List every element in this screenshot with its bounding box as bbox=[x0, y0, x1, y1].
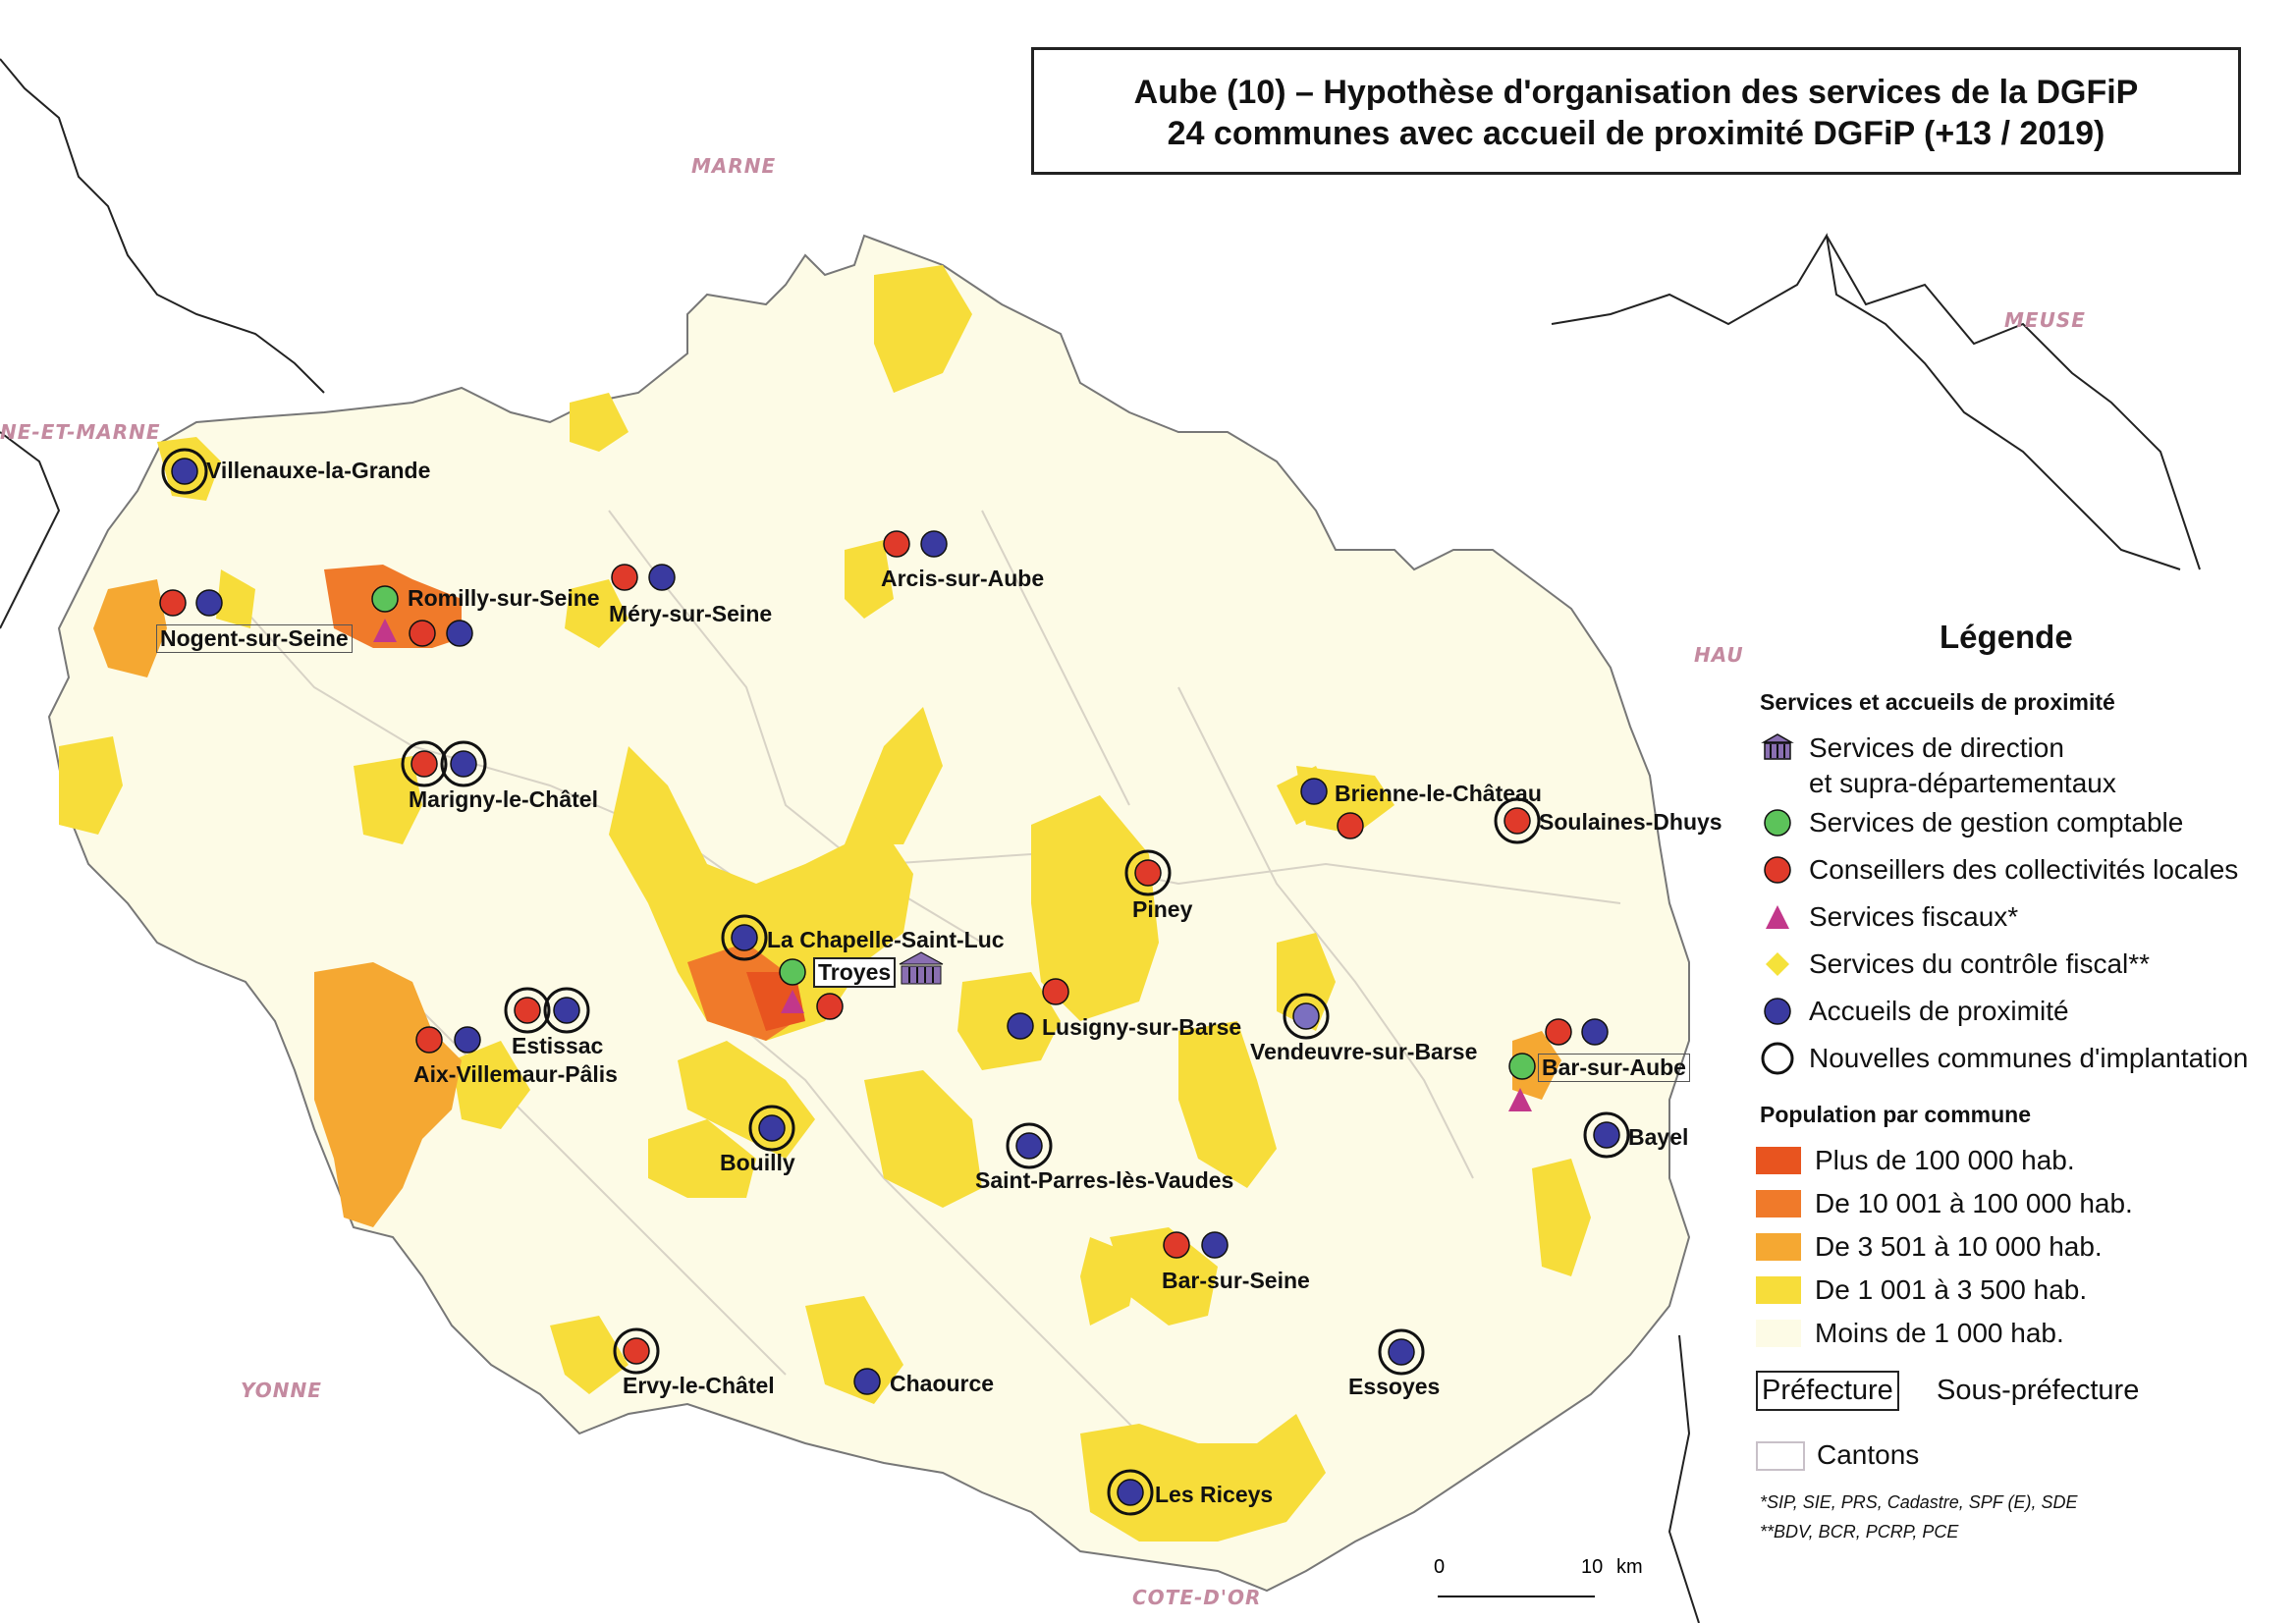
legend-direction-line1: Services de direction bbox=[1809, 732, 2064, 763]
legend-note-1: *SIP, SIE, PRS, Cadastre, SPF (E), SDE bbox=[1760, 1492, 2078, 1512]
fiscaux-icon bbox=[1766, 905, 1789, 929]
neighbor-yonne: YONNE bbox=[241, 1379, 322, 1402]
commune-label-estissac: Estissac bbox=[512, 1033, 604, 1058]
neighbor-marne: MARNE bbox=[691, 154, 777, 178]
commune-label-ervy: Ervy-le-Châtel bbox=[623, 1373, 775, 1398]
title-line-1: Aube (10) – Hypothèse d'organisation des… bbox=[1133, 74, 2139, 111]
legend-title: Légende bbox=[1940, 619, 2073, 655]
legend-pop-4: De 1 001 à 3 500 hab. bbox=[1815, 1274, 2088, 1305]
commune-label-brienne: Brienne-le-Château bbox=[1335, 781, 1542, 806]
legend-pop-3: De 3 501 à 10 000 hab. bbox=[1815, 1231, 2103, 1262]
commune-label-vendeuvre: Vendeuvre-sur-Barse bbox=[1250, 1039, 1478, 1064]
neighbor-cote-dor: COTE-D'OR bbox=[1132, 1586, 1262, 1609]
legend-nouvelles: Nouvelles communes d'implantation bbox=[1809, 1043, 2249, 1073]
commune-label-bar-sur-aube: Bar-sur-Aube bbox=[1538, 1054, 1690, 1082]
swatch-pop-2 bbox=[1756, 1190, 1801, 1217]
neighbor-haute-marne: HAU bbox=[1694, 643, 1744, 667]
scale-end: 10 bbox=[1581, 1556, 1604, 1578]
pop-zones-over-100000 bbox=[746, 972, 805, 1031]
swatch-pop-1 bbox=[1756, 1147, 1801, 1174]
commune-label-la-chapelle: La Chapelle-Saint-Luc bbox=[767, 927, 1005, 952]
controle-icon bbox=[1766, 952, 1789, 976]
swatch-pop-4 bbox=[1756, 1276, 1801, 1304]
map-title: Aube (10) – Hypothèse d'organisation des… bbox=[1031, 47, 2241, 175]
scale-start: 0 bbox=[1434, 1556, 1446, 1578]
commune-label-bayel: Bayel bbox=[1628, 1124, 1689, 1150]
legend-pop-1: Plus de 100 000 hab. bbox=[1815, 1145, 2075, 1175]
legend-fiscaux: Services fiscaux* bbox=[1809, 901, 2019, 932]
commune-label-chaource: Chaource bbox=[890, 1371, 995, 1396]
legend-note-2: **BDV, BCR, PCRP, PCE bbox=[1760, 1522, 1959, 1542]
swatch-pop-5 bbox=[1756, 1320, 1801, 1347]
legend-prefecture: Préfecture bbox=[1756, 1371, 1899, 1411]
scale-unit: km bbox=[1616, 1556, 1643, 1578]
commune-label-nogent: Nogent-sur-Seine bbox=[156, 624, 353, 653]
gestion-icon bbox=[1764, 809, 1791, 837]
legend-gestion: Services de gestion comptable bbox=[1809, 807, 2184, 838]
nouvelles-icon bbox=[1761, 1042, 1794, 1075]
legend-controle: Services du contrôle fiscal** bbox=[1809, 948, 2151, 979]
commune-label-saint-parres: Saint-Parres-lès-Vaudes bbox=[975, 1167, 1234, 1193]
scale-line bbox=[1438, 1596, 1595, 1597]
commune-label-arcis: Arcis-sur-Aube bbox=[881, 566, 1045, 591]
conseillers-icon bbox=[1764, 856, 1791, 884]
direction-icon bbox=[1761, 733, 1794, 760]
legend-direction-line2: et supra-départementaux bbox=[1809, 768, 2116, 798]
legend-pop-2: De 10 001 à 100 000 hab. bbox=[1815, 1188, 2133, 1218]
troyes-direction-icon bbox=[899, 951, 944, 985]
neighbor-boundaries bbox=[0, 58, 2201, 1623]
legend-cantons: Cantons bbox=[1817, 1439, 1920, 1470]
legend-accueils: Accueils de proximité bbox=[1809, 996, 2069, 1026]
legend-conseillers: Conseillers des collectivités locales bbox=[1809, 854, 2239, 885]
neighbor-seine-et-marne: NE-ET-MARNE bbox=[0, 420, 161, 444]
title-line-2: 24 communes avec accueil de proximité DG… bbox=[1167, 115, 2105, 152]
accueils-icon bbox=[1764, 998, 1791, 1025]
commune-label-bar-sur-seine: Bar-sur-Seine bbox=[1162, 1268, 1310, 1293]
commune-label-villenauxe: Villenauxe-la-Grande bbox=[206, 458, 431, 483]
commune-label-essoyes: Essoyes bbox=[1348, 1374, 1441, 1399]
commune-label-aix: Aix-Villemaur-Pâlis bbox=[413, 1061, 618, 1087]
commune-label-troyes: Troyes bbox=[813, 957, 897, 988]
legend-population-heading: Population par commune bbox=[1760, 1102, 2032, 1127]
legend-services-heading: Services et accueils de proximité bbox=[1760, 689, 2115, 715]
legend-sous-prefecture: Sous-préfecture bbox=[1937, 1375, 2140, 1406]
markers bbox=[159, 448, 1630, 1516]
legend-pop-5: Moins de 1 000 hab. bbox=[1815, 1318, 2064, 1348]
commune-label-lusigny: Lusigny-sur-Barse bbox=[1042, 1014, 1242, 1040]
commune-label-mery: Méry-sur-Seine bbox=[609, 601, 773, 626]
swatch-pop-3 bbox=[1756, 1233, 1801, 1261]
commune-label-bouilly: Bouilly bbox=[720, 1150, 795, 1175]
commune-label-piney: Piney bbox=[1132, 896, 1193, 922]
commune-label-romilly: Romilly-sur-Seine bbox=[408, 585, 600, 611]
swatch-cantons bbox=[1756, 1441, 1805, 1471]
commune-label-marigny: Marigny-le-Châtel bbox=[409, 786, 598, 812]
commune-label-soulaines: Soulaines-Dhuys bbox=[1539, 809, 1722, 835]
commune-label-les-riceys: Les Riceys bbox=[1155, 1482, 1274, 1507]
neighbor-meuse: MEUSE bbox=[2004, 308, 2086, 332]
